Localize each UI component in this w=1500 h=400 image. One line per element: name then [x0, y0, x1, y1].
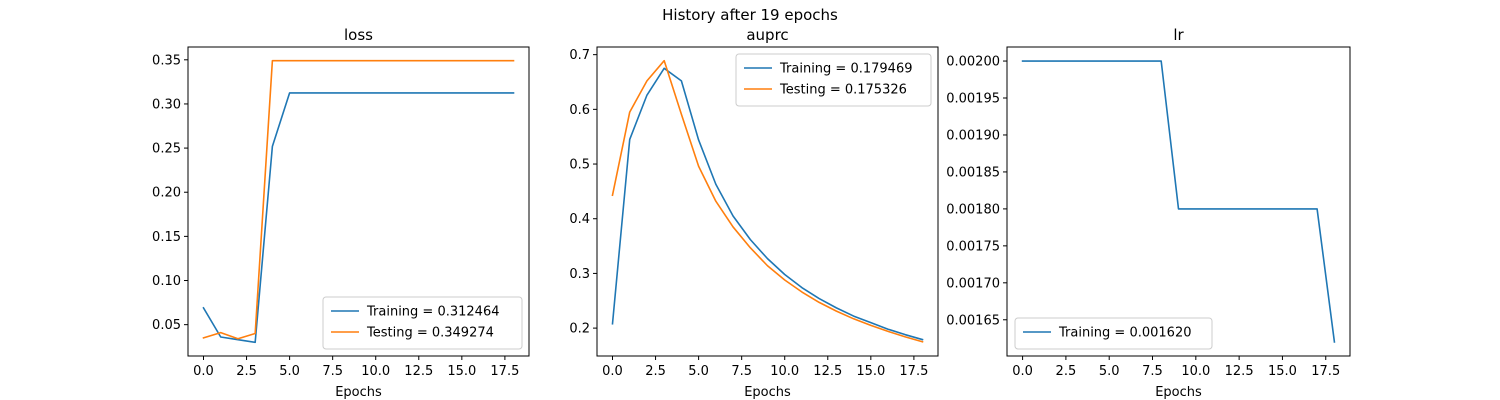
- x-tick-label: 10.0: [1181, 364, 1210, 379]
- legend-entry-label: Testing = 0.175326: [779, 83, 907, 98]
- subplot-title: loss: [344, 26, 373, 44]
- x-tick-label: 5.0: [688, 364, 709, 379]
- y-tick-label: 0.00185: [946, 165, 1000, 180]
- y-tick-label: 0.00170: [946, 276, 1000, 291]
- legend-box: [735, 53, 932, 107]
- y-tick-label: 0.00190: [946, 128, 1000, 143]
- subplot-loss: loss 0.0 2.5 5.0 7.5 10.0 12.5 15.0 17.5 0.05 0.10…: [152, 26, 530, 400]
- x-tick-label: 0.0: [193, 364, 214, 379]
- y-tick-label: 0.00180: [946, 202, 1000, 217]
- legend: Training = 0.312464 Testing = 0.349274: [322, 296, 523, 350]
- y-tick-label: 0.5: [569, 158, 590, 173]
- y-tick-label: 0.00200: [946, 55, 1000, 70]
- x-tick-label: 5.0: [279, 364, 300, 379]
- axes-frame: [596, 46, 939, 357]
- x-tick-label: 12.5: [1225, 364, 1254, 379]
- subplot-lr: lr 0.0 2.5 5.0 7.5 10.0 12.5 15.0 17.5 0.00165 0.0…: [946, 26, 1351, 400]
- legend: Training = 0.179469 Testing = 0.175326: [735, 53, 932, 107]
- x-tick-label: 12.5: [404, 364, 433, 379]
- subplots: loss 0.0 2.5 5.0 7.5 10.0 12.5 15.0 17.5 0.05 0.10…: [152, 26, 1351, 400]
- series-line-training: [202, 92, 515, 344]
- legend-entry-label: Training = 0.179469: [779, 62, 912, 77]
- legend-box: [322, 296, 523, 350]
- y-tick-label: 0.20: [152, 186, 181, 201]
- x-tick-label: 15.0: [1268, 364, 1297, 379]
- x-tick-label: 2.5: [1056, 364, 1077, 379]
- series-line-training: [1021, 60, 1336, 343]
- y-tick-label: 0.35: [152, 53, 181, 68]
- figure-suptitle: History after 19 epochs: [662, 6, 838, 24]
- y-tick-label: 0.05: [152, 318, 181, 333]
- x-tick-label: 0.0: [602, 364, 623, 379]
- x-tick-label: 10.0: [361, 364, 390, 379]
- x-tick-label: 10.0: [770, 364, 799, 379]
- y-tick-label: 0.30: [152, 97, 181, 112]
- x-axis-label: Epochs: [744, 385, 791, 400]
- axes-frame: [1006, 46, 1351, 357]
- legend-box: [1014, 317, 1213, 350]
- y-tick-label: 0.2: [569, 322, 590, 337]
- x-axis-label: Epochs: [335, 385, 382, 400]
- legend-entry-label: Training = 0.001620: [1058, 326, 1191, 341]
- y-tick-label: 0.00165: [946, 313, 1000, 328]
- legend: Training = 0.001620: [1014, 317, 1213, 350]
- subplot-title: auprc: [746, 26, 788, 44]
- y-tick-label: 0.3: [569, 267, 590, 282]
- subplot-title: lr: [1173, 26, 1184, 44]
- x-tick-label: 5.0: [1099, 364, 1120, 379]
- x-tick-label: 7.5: [731, 364, 752, 379]
- x-tick-label: 15.0: [447, 364, 476, 379]
- x-tick-label: 0.0: [1012, 364, 1033, 379]
- y-tick-label: 0.00175: [946, 239, 1000, 254]
- x-tick-label: 2.5: [645, 364, 666, 379]
- subplot-auprc: auprc 0.0 2.5 5.0 7.5 10.0 12.5 15.0 17.5 0.2 0.3 0…: [569, 26, 939, 400]
- y-tick-label: 0.25: [152, 142, 181, 157]
- x-tick-label: 7.5: [322, 364, 343, 379]
- x-tick-label: 17.5: [899, 364, 928, 379]
- x-tick-label: 12.5: [813, 364, 842, 379]
- legend-entry-label: Training = 0.312464: [366, 305, 499, 320]
- x-axis-label: Epochs: [1155, 385, 1202, 400]
- series-line-testing: [202, 59, 515, 340]
- x-tick-label: 7.5: [1142, 364, 1163, 379]
- series-line-training: [611, 67, 924, 341]
- y-tick-label: 0.6: [569, 103, 590, 118]
- x-tick-label: 17.5: [490, 364, 519, 379]
- y-tick-label: 0.15: [152, 230, 181, 245]
- x-tick-label: 17.5: [1311, 364, 1340, 379]
- x-tick-label: 15.0: [856, 364, 885, 379]
- axes-frame: [187, 46, 530, 357]
- y-tick-label: 0.10: [152, 274, 181, 289]
- y-tick-label: 0.4: [569, 212, 590, 227]
- series-line-testing: [611, 59, 924, 343]
- x-tick-label: 2.5: [236, 364, 257, 379]
- legend-entry-label: Testing = 0.349274: [366, 326, 494, 341]
- y-tick-label: 0.7: [569, 48, 590, 63]
- y-tick-label: 0.00195: [946, 92, 1000, 107]
